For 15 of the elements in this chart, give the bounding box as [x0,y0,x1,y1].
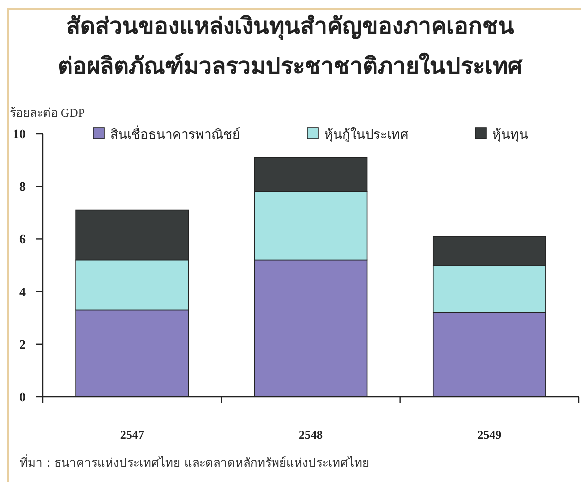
title: สัดส่วนของแหล่งเงินทุนสำคัญของภาคเอกชน ต่อผลิตภัณฑ์มวลรวมประชาชาติภายในประเทศ [57,13,524,82]
y-tick-label: 4 [20,284,26,300]
text: ที่มา : ธนาคารแห่งประเทศไทย และตลาดหลักทรัพย์แห่งประเทศไทย [20,454,370,470]
y-tick-label: 6 [20,232,26,247]
legend-label: สินเชื่อธนาคารพาณิชย์ [110,126,240,142]
y-axis-title: ร้อยละต่อ GDP [10,106,86,120]
y-tick-label: 10 [13,126,26,142]
x-tick-label: 2547 [120,428,144,442]
legend-label: หุ้นทุน [492,127,528,143]
x-tick-label: 2549 [478,428,502,442]
legend-label: หุ้นกู้ในประเทศ [324,127,410,143]
y-tick-label: 2 [20,336,26,352]
x-tick-label: 2548 [299,428,323,442]
y-tick-label: 0 [20,390,26,404]
y-tick-label: 8 [20,179,26,194]
